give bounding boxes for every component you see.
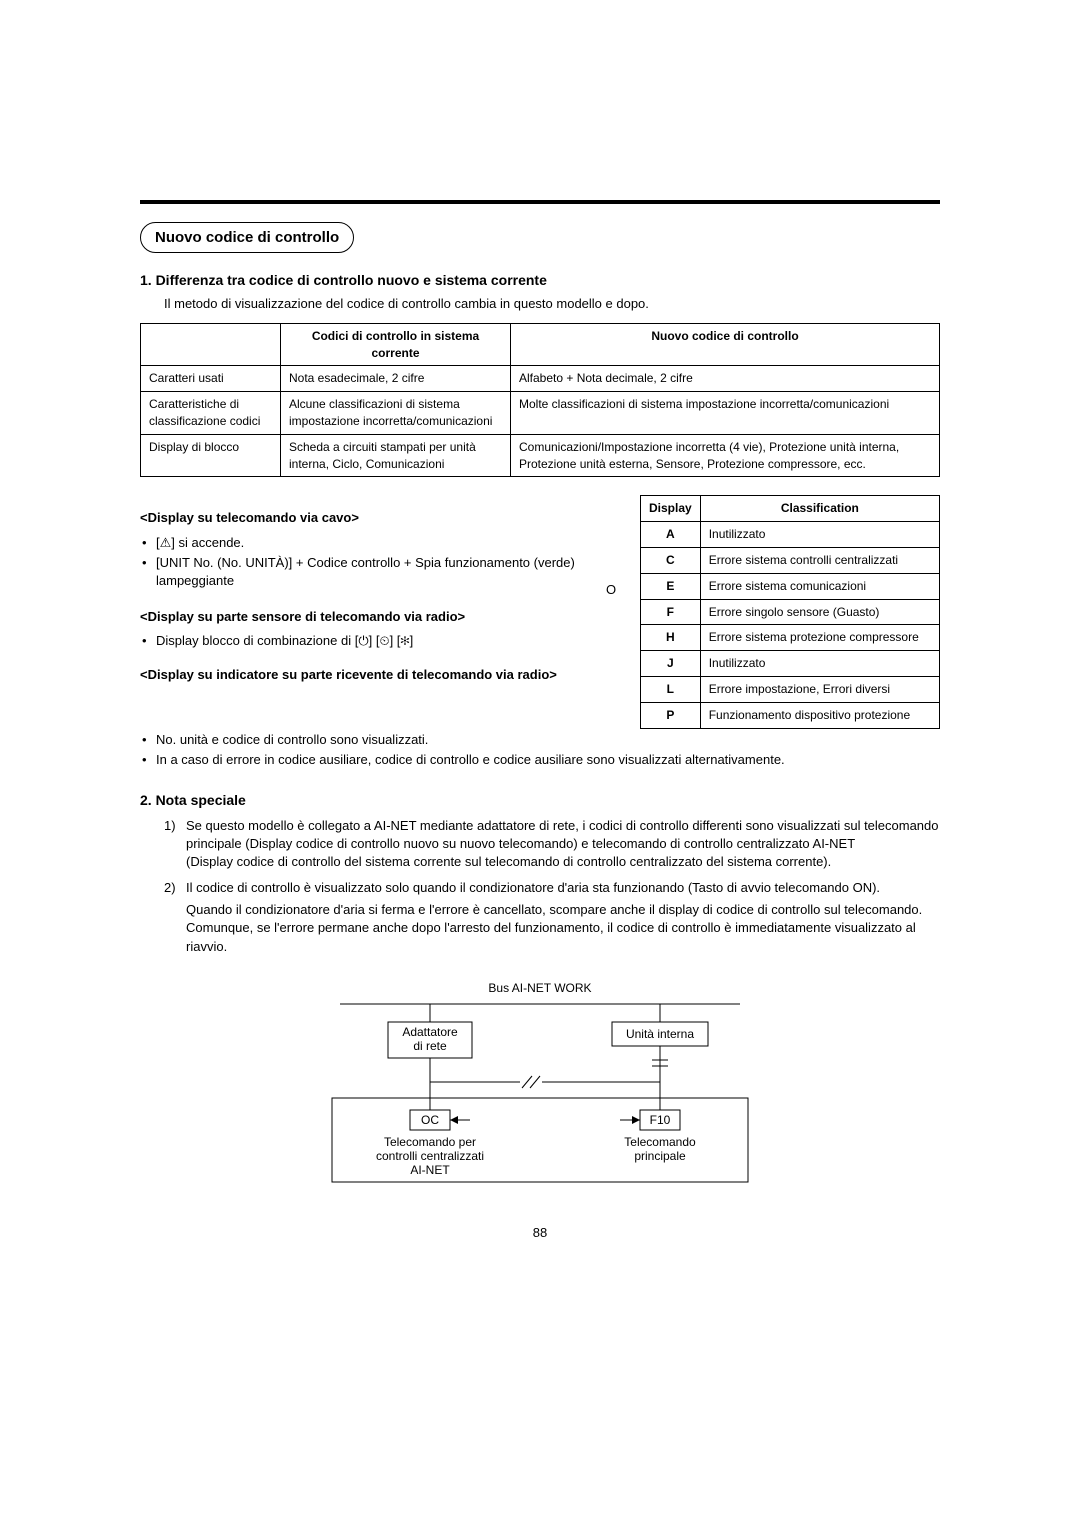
cell: Molte classificazioni di sistema imposta…	[511, 392, 940, 435]
left-remote-l2: controlli centralizzati	[376, 1149, 484, 1163]
cell: Errore impostazione, Errori diversi	[700, 676, 939, 702]
table-row: Display di blocco Scheda a circuiti stam…	[141, 434, 940, 477]
cell: Inutilizzato	[700, 651, 939, 677]
right-remote-l2: principale	[634, 1149, 686, 1163]
cell: L	[641, 676, 701, 702]
cell: Inutilizzato	[700, 522, 939, 548]
section1-intro: Il metodo di visualizzazione del codice …	[164, 295, 940, 313]
o-marker: O	[606, 582, 616, 597]
oc-label: OC	[421, 1113, 439, 1127]
section2-heading: 2. Nota speciale	[140, 791, 940, 811]
item-number: 2)	[164, 879, 176, 897]
list-item: [⚠] si accende.	[142, 534, 586, 552]
left-remote-l3: AI-NET	[410, 1163, 450, 1177]
th-classification: Classification	[700, 496, 939, 522]
comparison-table: Codici di controllo in sistema corrente …	[140, 323, 940, 478]
table-row: Caratteristiche di classificazione codic…	[141, 392, 940, 435]
table-row: LErrore impostazione, Errori diversi	[641, 676, 940, 702]
right-remote-l1: Telecomando	[624, 1135, 696, 1149]
classification-table: Display Classification AInutilizzato CEr…	[640, 495, 940, 728]
list-item: Display blocco di combinazione di [⏻] [⏲…	[142, 632, 586, 650]
list-item: 2) Il codice di controllo è visualizzato…	[164, 879, 940, 956]
list-item: 1) Se questo modello è collegato a AI-NE…	[164, 817, 940, 872]
cell: F	[641, 599, 701, 625]
table-row: AInutilizzato	[641, 522, 940, 548]
th-current: Codici di controllo in sistema corrente	[281, 323, 511, 366]
cell: H	[641, 625, 701, 651]
adapter-label-1: Adattatore	[402, 1025, 458, 1039]
sub3-heading: <Display su indicatore su parte ricevent…	[140, 666, 586, 684]
th-display: Display	[641, 496, 701, 522]
text: Quando il condizionatore d'aria si ferma…	[186, 901, 940, 956]
sub1-heading: <Display su telecomando via cavo>	[140, 509, 586, 527]
top-divider	[140, 200, 940, 204]
cell: P	[641, 702, 701, 728]
cell: Comunicazioni/Impostazione incorretta (4…	[511, 434, 940, 477]
cell: Caratteristiche di classificazione codic…	[141, 392, 281, 435]
table-row: Caratteri usati Nota esadecimale, 2 cifr…	[141, 366, 940, 392]
cell: A	[641, 522, 701, 548]
table-row: EErrore sistema comunicazioni	[641, 573, 940, 599]
left-remote-l1: Telecomando per	[384, 1135, 476, 1149]
table-row: HErrore sistema protezione compressore	[641, 625, 940, 651]
list-item: No. unità e codice di controllo sono vis…	[142, 731, 940, 749]
table-row: CErrore sistema controlli centralizzati	[641, 547, 940, 573]
list-item: In a caso di errore in codice ausiliare,…	[142, 751, 940, 769]
indoor-label: Unità interna	[626, 1027, 694, 1041]
th-blank	[141, 323, 281, 366]
table-row: PFunzionamento dispositivo protezione	[641, 702, 940, 728]
f10-label: F10	[650, 1113, 671, 1127]
text: Se questo modello è collegato a AI-NET m…	[186, 818, 939, 851]
th-new: Nuovo codice di controllo	[511, 323, 940, 366]
cell: Errore singolo sensore (Guasto)	[700, 599, 939, 625]
item-number: 1)	[164, 817, 176, 835]
list-item: [UNIT No. (No. UNITÀ)] + Codice controll…	[142, 554, 586, 590]
text: Il codice di controllo è visualizzato so…	[186, 880, 880, 895]
text: ] si accende.	[171, 535, 244, 550]
text: (Display codice di controllo del sistema…	[186, 853, 940, 871]
cell: Errore sistema controlli centralizzati	[700, 547, 939, 573]
diagram-title: Bus AI-NET WORK	[488, 981, 591, 995]
cell: C	[641, 547, 701, 573]
cell: Errore sistema protezione compressore	[700, 625, 939, 651]
table-row: FErrore singolo sensore (Guasto)	[641, 599, 940, 625]
cell: Errore sistema comunicazioni	[700, 573, 939, 599]
cell: Funzionamento dispositivo protezione	[700, 702, 939, 728]
cell: Display di blocco	[141, 434, 281, 477]
ainet-diagram: Bus AI-NET WORK Adattatore di rete Unità…	[260, 978, 820, 1188]
table-row: JInutilizzato	[641, 651, 940, 677]
cell: Alcune classificazioni di sistema impost…	[281, 392, 511, 435]
section1-heading: 1. Differenza tra codice di controllo nu…	[140, 271, 940, 291]
cell: Alfabeto + Nota decimale, 2 cifre	[511, 366, 940, 392]
cell: Nota esadecimale, 2 cifre	[281, 366, 511, 392]
pill-title: Nuovo codice di controllo	[140, 222, 354, 253]
cell: Scheda a circuiti stampati per unità int…	[281, 434, 511, 477]
cell: E	[641, 573, 701, 599]
warning-icon: ⚠	[160, 535, 172, 550]
cell: Caratteri usati	[141, 366, 281, 392]
adapter-label-2: di rete	[413, 1039, 447, 1053]
sub2-heading: <Display su parte sensore di telecomando…	[140, 608, 586, 626]
page-number: 88	[140, 1224, 940, 1242]
cell: J	[641, 651, 701, 677]
